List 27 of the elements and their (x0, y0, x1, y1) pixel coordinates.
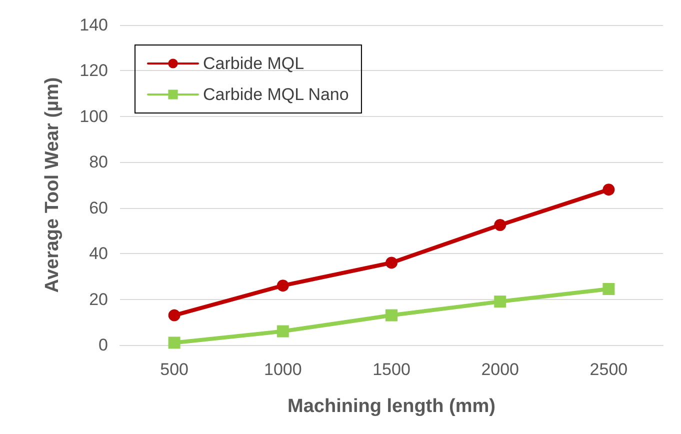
point (276, 325, 289, 338)
y-tick-label: 0 (98, 336, 108, 354)
x-axis-title: Machining length (mm) (288, 396, 496, 417)
point (602, 184, 615, 196)
x-tick-label: 2500 (590, 360, 628, 379)
y-tick-label: 20 (89, 290, 108, 309)
legend-label: Carbide MQL (203, 54, 304, 73)
point (602, 283, 615, 295)
point (168, 336, 180, 349)
y-tick-label: 120 (80, 61, 108, 80)
x-tick-label: 1500 (372, 360, 410, 379)
point (494, 296, 506, 308)
y-tick-label: 140 (80, 16, 108, 34)
point (168, 309, 180, 322)
x-tick-label: 1000 (264, 360, 302, 379)
y-tick-label: 40 (89, 244, 108, 264)
legend-label: Carbide MQL Nano (203, 85, 349, 104)
x-tick-label: 2000 (481, 360, 520, 379)
point (276, 280, 289, 292)
y-tick-label: 100 (80, 106, 108, 126)
y-tick-label: 80 (89, 152, 108, 172)
point (386, 309, 398, 322)
y-axis-title: Average Tool Wear (µm) (42, 77, 63, 293)
point (494, 219, 506, 231)
point (386, 256, 398, 269)
x-tick-label: 500 (160, 360, 188, 379)
y-tick-label: 60 (89, 198, 108, 218)
